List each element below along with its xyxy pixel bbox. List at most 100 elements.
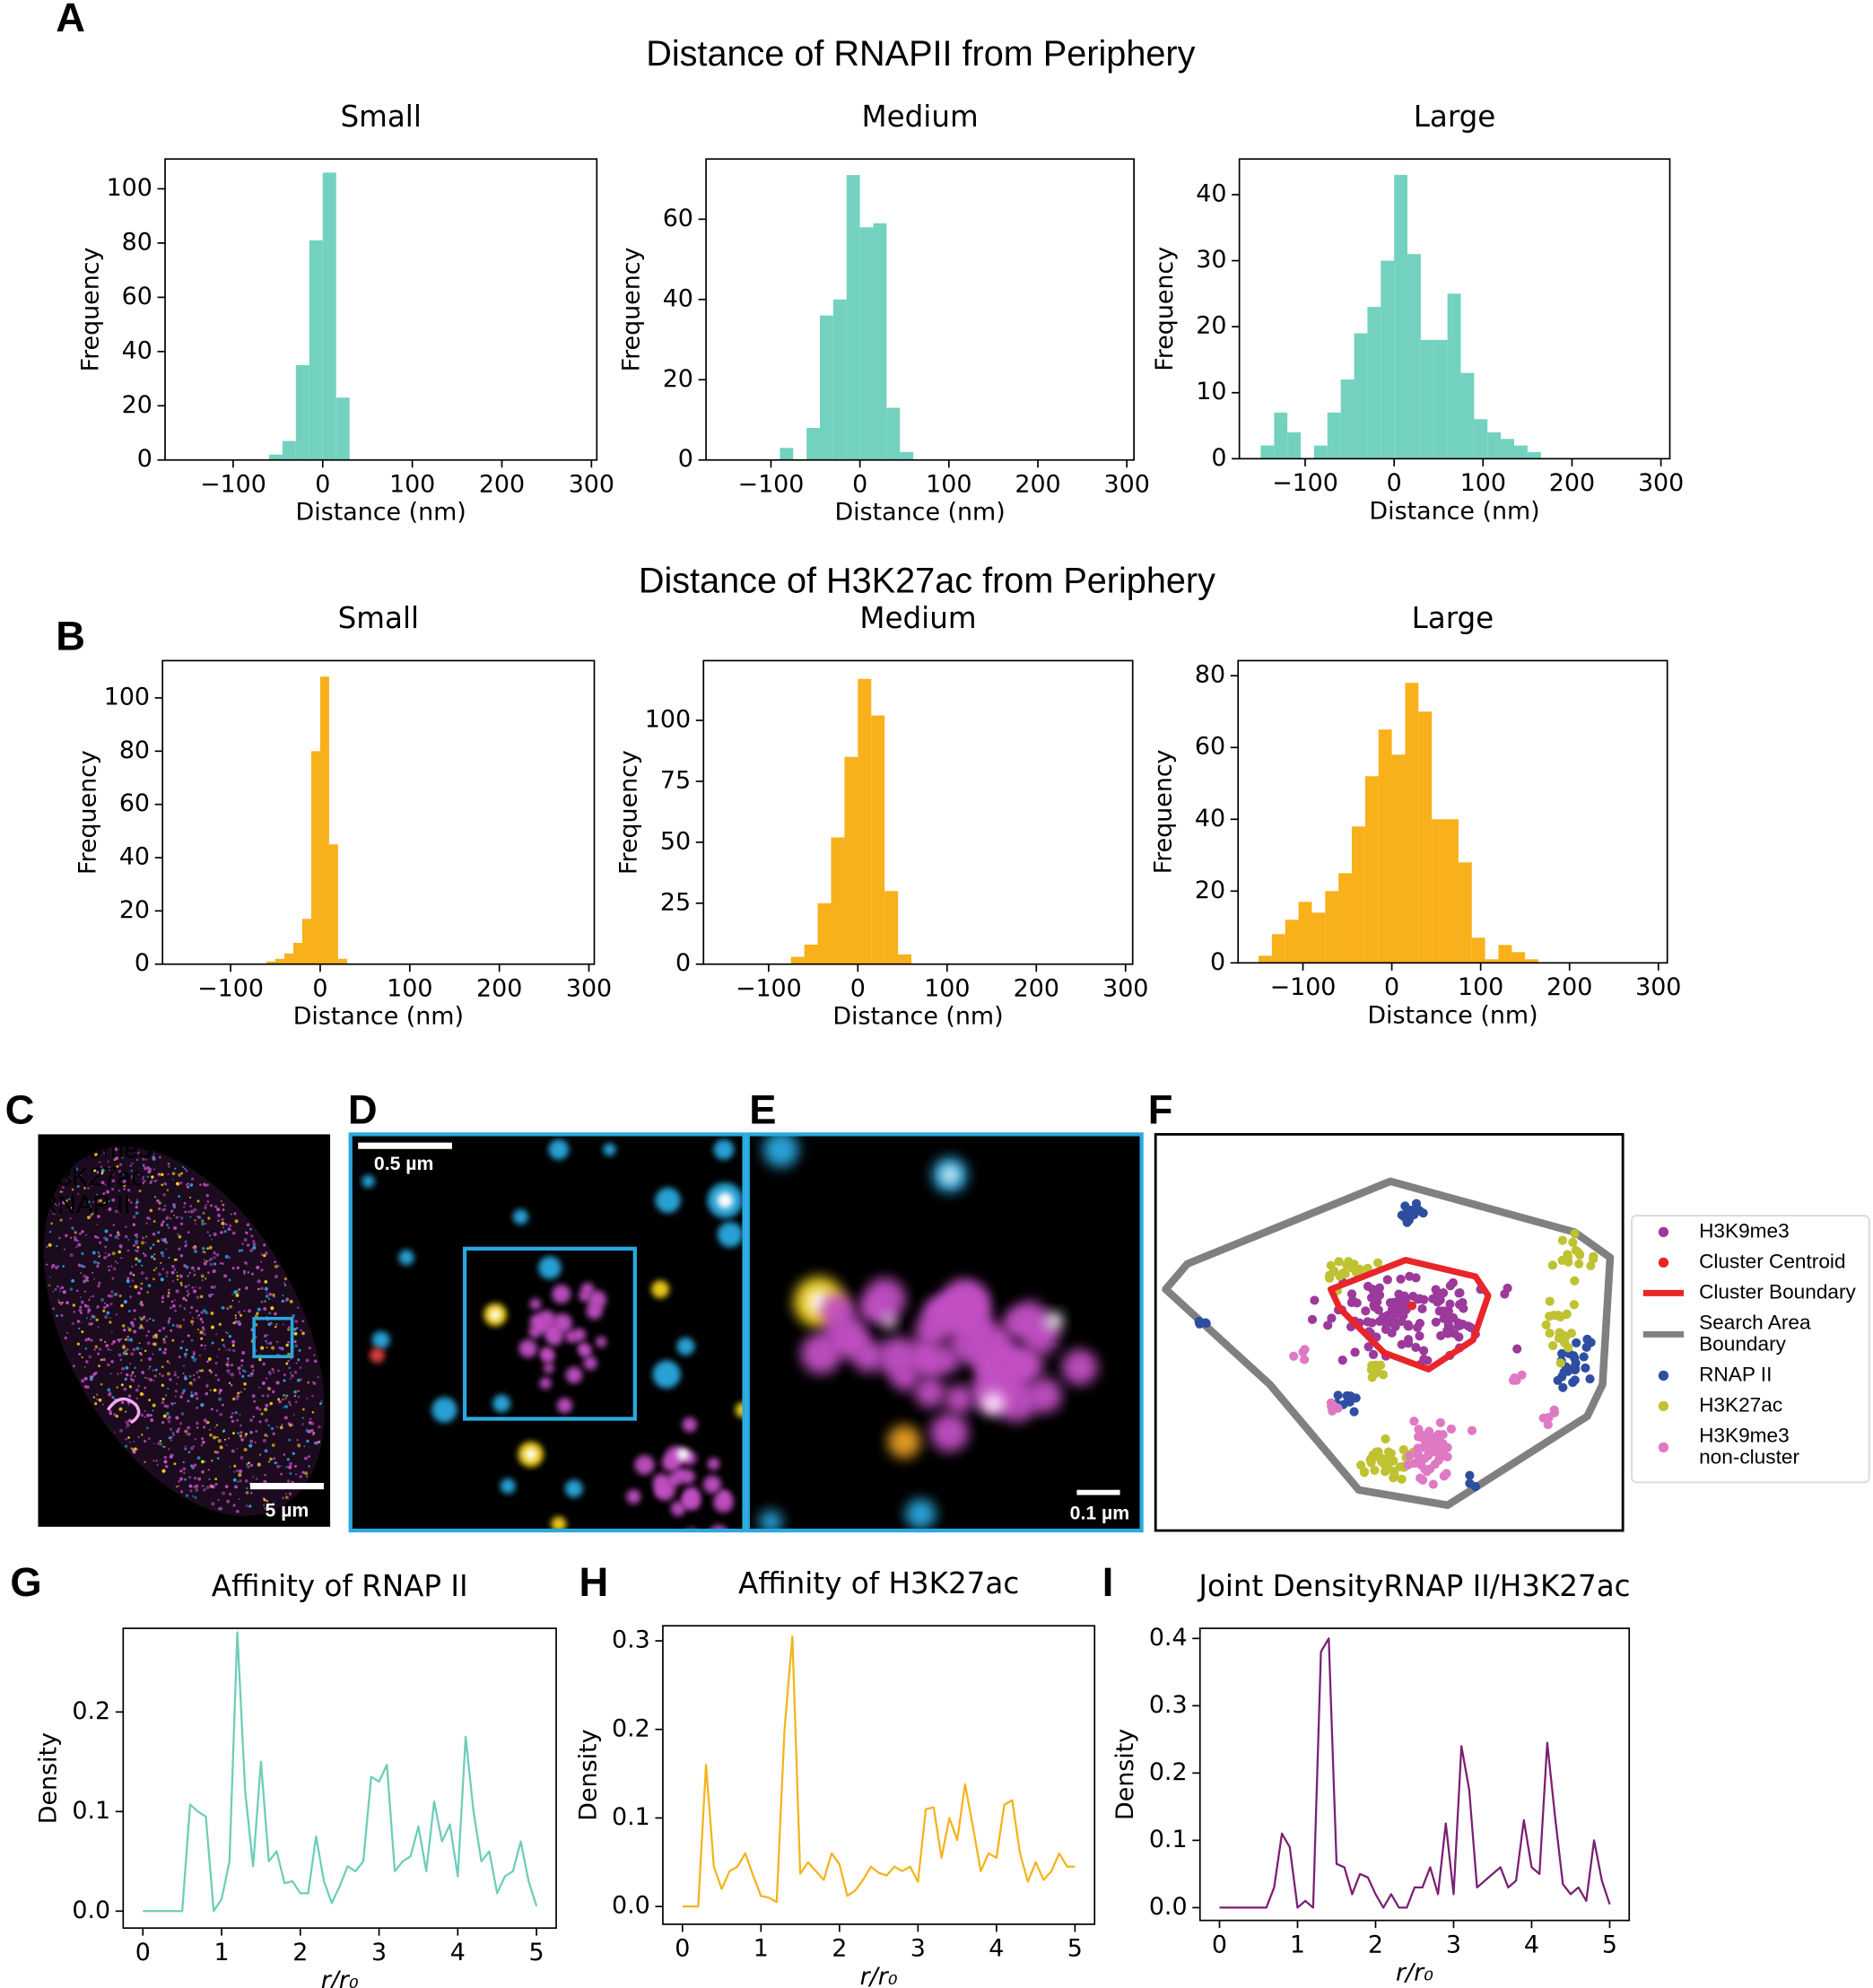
speckle [130, 1169, 134, 1173]
speckle [90, 1338, 93, 1342]
speckle [249, 1463, 254, 1467]
point [1381, 1324, 1391, 1334]
speckle [135, 1205, 138, 1209]
speckle [98, 1365, 101, 1368]
speckle [185, 1265, 189, 1269]
blob [565, 1366, 583, 1384]
speckle [138, 1286, 141, 1288]
speckle [209, 1389, 212, 1391]
speckle [77, 1208, 80, 1211]
speckle [101, 1403, 105, 1406]
speckle [118, 1169, 122, 1173]
chart-title: Medium [862, 100, 979, 134]
speckle [126, 1189, 131, 1192]
speckle [289, 1372, 292, 1374]
speckle [287, 1326, 291, 1329]
zoom-box [252, 1316, 294, 1358]
speckle [126, 1423, 130, 1427]
speckle [237, 1320, 241, 1324]
blob [981, 1391, 1005, 1416]
speckle [124, 1444, 128, 1448]
speckle [239, 1434, 243, 1438]
speckle [162, 1193, 166, 1197]
speckle [174, 1167, 177, 1170]
bar [859, 227, 874, 460]
speckle [172, 1205, 177, 1209]
speckle [187, 1284, 190, 1286]
speckle [219, 1262, 222, 1265]
point [1455, 1287, 1465, 1298]
speckle [252, 1240, 256, 1243]
speckle [128, 1441, 131, 1443]
speckle [123, 1188, 126, 1190]
speckle [131, 1279, 135, 1282]
speckle [108, 1391, 112, 1396]
speckle [120, 1338, 123, 1340]
y-tick-label: 0 [678, 445, 693, 473]
point [1557, 1372, 1567, 1382]
speckle [104, 1315, 109, 1320]
blob [538, 1256, 562, 1279]
bright-region [106, 1397, 141, 1425]
speckle [125, 1438, 127, 1441]
speckle [254, 1441, 257, 1444]
speckle [282, 1496, 284, 1499]
point [1328, 1406, 1337, 1416]
blob [371, 1330, 390, 1349]
speckle [230, 1373, 235, 1377]
chart-title: Joint DensityRNAP II/H3K27ac [1197, 1569, 1630, 1603]
speckle [134, 1285, 138, 1289]
point [1574, 1259, 1584, 1269]
bar [804, 944, 818, 964]
point [1585, 1373, 1595, 1384]
speckle [179, 1173, 181, 1175]
speckle [119, 1358, 123, 1362]
speckle [161, 1365, 164, 1369]
point [1436, 1330, 1446, 1341]
speckle [134, 1234, 137, 1237]
speckle [196, 1199, 200, 1203]
point [1201, 1318, 1211, 1329]
speckle [126, 1181, 129, 1184]
speckle [245, 1286, 248, 1290]
point [1442, 1469, 1451, 1478]
speckle [283, 1277, 288, 1281]
nucleus-image [43, 1146, 325, 1516]
x-tick-label: 200 [1549, 469, 1595, 497]
speckle [172, 1178, 175, 1181]
x-axis-label: r/r₀ [321, 1966, 359, 1988]
point [1426, 1435, 1437, 1445]
speckle [144, 1180, 146, 1182]
point [1366, 1365, 1377, 1374]
blob [710, 1524, 728, 1531]
speckle [58, 1236, 61, 1240]
speckle [284, 1284, 287, 1286]
speckle [262, 1504, 266, 1506]
speckle [274, 1312, 277, 1316]
speckle [205, 1383, 209, 1387]
blob [578, 1342, 589, 1355]
speckle [140, 1303, 144, 1307]
point [1570, 1276, 1580, 1286]
legend [1630, 1214, 1870, 1484]
speckle [194, 1391, 198, 1396]
speckle [229, 1492, 232, 1496]
y-tick-label: 40 [663, 284, 693, 312]
speckle [180, 1412, 185, 1416]
speckle [287, 1400, 292, 1404]
blob [762, 1134, 799, 1168]
speckle [129, 1200, 133, 1204]
speckle [268, 1293, 272, 1296]
speckle [142, 1175, 144, 1178]
speckle [189, 1312, 191, 1314]
speckle [216, 1436, 219, 1439]
speckle [289, 1404, 292, 1407]
speckle [249, 1439, 254, 1443]
speckle [215, 1424, 219, 1426]
speckle [110, 1290, 114, 1294]
speckle [179, 1181, 183, 1184]
axes-frame [1198, 1627, 1631, 1922]
speckle [266, 1334, 269, 1337]
point [1470, 1482, 1481, 1492]
